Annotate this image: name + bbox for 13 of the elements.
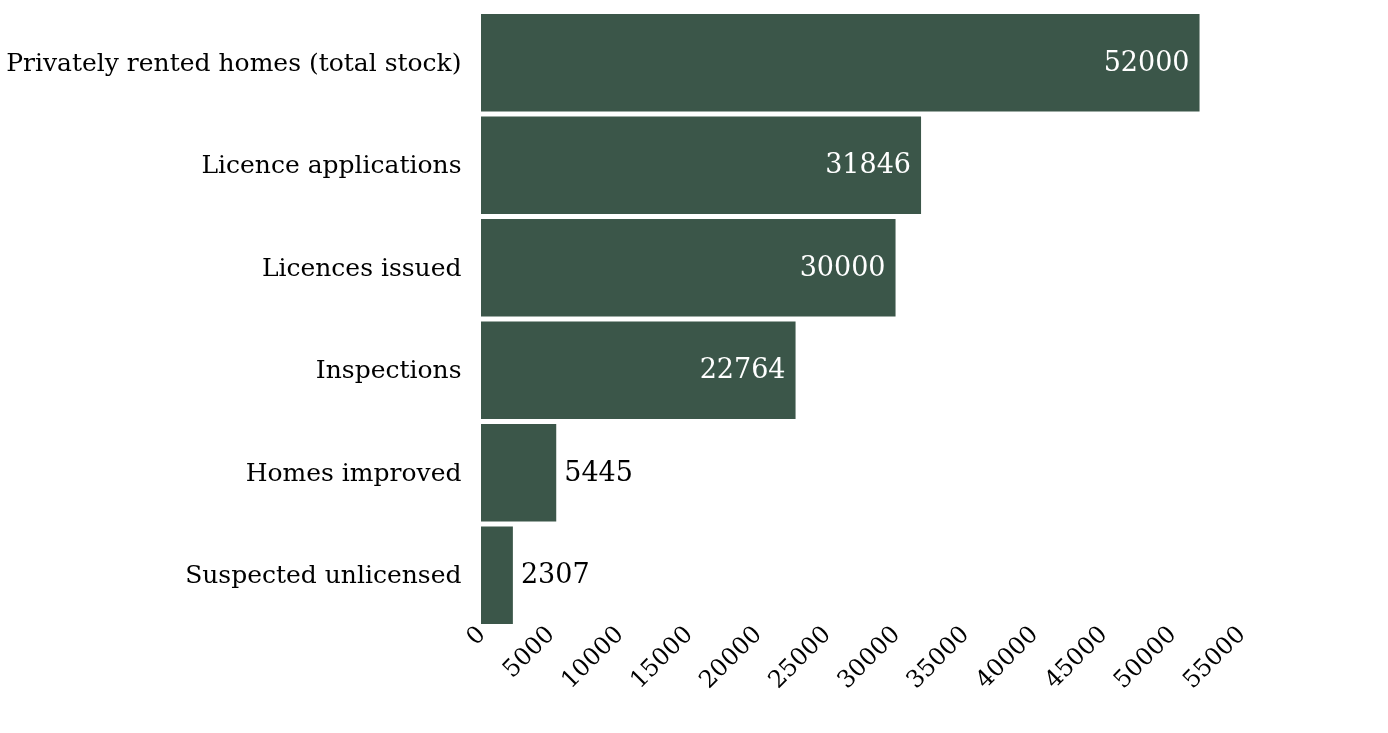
data-label: 22764: [699, 353, 786, 385]
data-label: 30000: [799, 250, 886, 282]
y-tick-label: Inspections: [315, 355, 462, 385]
x-tick-label: 0: [460, 619, 491, 651]
y-tick-label: Suspected unlicensed: [185, 560, 462, 590]
data-label: 31846: [825, 148, 912, 180]
data-label: 5445: [564, 455, 633, 487]
y-tick-label: Licences issued: [261, 252, 462, 282]
data-label: 52000: [1103, 45, 1190, 77]
data-label: 2307: [520, 558, 590, 590]
y-tick-label: Homes improved: [245, 457, 462, 487]
y-tick-label: Licence applications: [201, 150, 462, 180]
y-tick-label: Privately rented homes (total stock): [6, 47, 462, 77]
